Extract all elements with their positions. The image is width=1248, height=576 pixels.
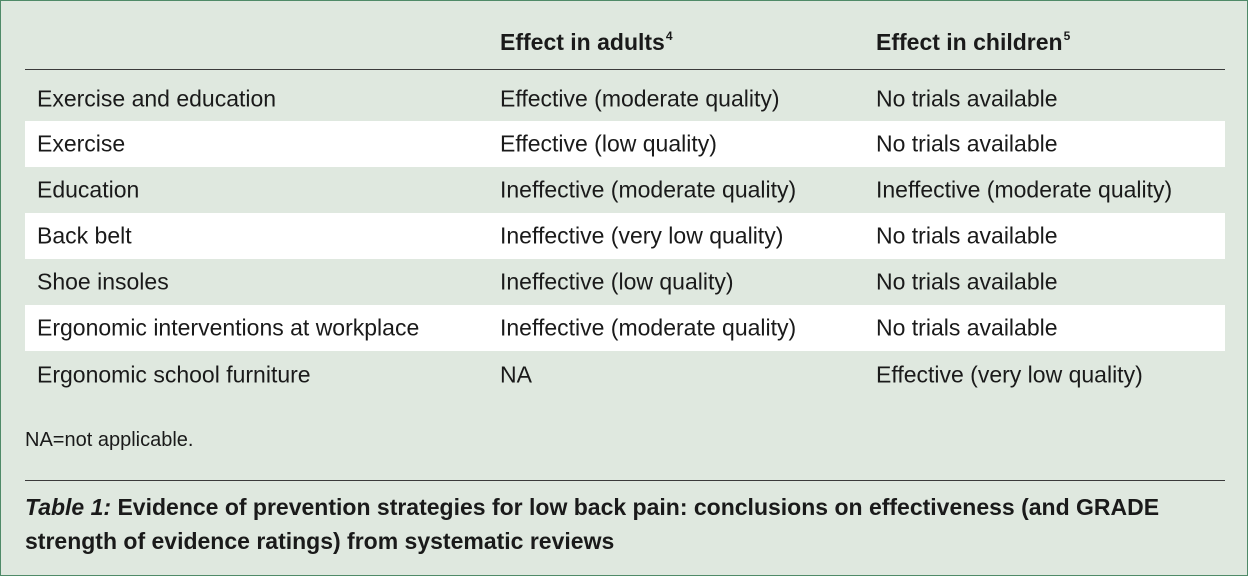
cell-strategy: Education	[37, 176, 140, 203]
cell-adults: Ineffective (moderate quality)	[500, 314, 797, 341]
table-row: Exercise and education Effective (modera…	[25, 76, 1225, 122]
cell-strategy: Ergonomic school furniture	[37, 361, 311, 388]
table-row: Shoe insoles Ineffective (low quality) N…	[25, 259, 1225, 305]
cell-adults: Ineffective (moderate quality)	[500, 176, 797, 203]
table-caption: Table 1: Evidence of prevention strategi…	[25, 490, 1225, 558]
cell-children: Ineffective (moderate quality)	[876, 176, 1173, 203]
cell-strategy: Back belt	[37, 222, 132, 249]
cell-strategy: Exercise	[37, 130, 126, 157]
cell-strategy: Ergonomic interventions at workplace	[37, 314, 420, 341]
cell-adults: Ineffective (very low quality)	[500, 222, 784, 249]
table-row: Back belt Ineffective (very low quality)…	[25, 213, 1225, 259]
cell-children: No trials available	[876, 85, 1058, 112]
caption-label: Table 1:	[25, 494, 112, 520]
cell-strategy: Exercise and education	[37, 85, 277, 112]
header-children: Effect in children5	[876, 29, 1070, 56]
table-row: Education Ineffective (moderate quality)…	[25, 167, 1225, 213]
cell-children: Effective (very low quality)	[876, 361, 1143, 388]
table-header: Effect in adults4 Effect in children5	[25, 23, 1225, 70]
cell-adults: Effective (low quality)	[500, 130, 717, 157]
header-children-label: Effect in children	[876, 29, 1063, 55]
table-row: Ergonomic school furniture NA Effective …	[25, 352, 1225, 398]
caption-text: Evidence of prevention strategies for lo…	[25, 494, 1160, 554]
cell-children: No trials available	[876, 222, 1058, 249]
header-children-ref: 5	[1063, 29, 1071, 43]
caption-divider	[25, 480, 1225, 481]
cell-strategy: Shoe insoles	[37, 268, 169, 295]
cell-adults: NA	[500, 361, 532, 388]
cell-children: No trials available	[876, 268, 1058, 295]
cell-adults: Effective (moderate quality)	[500, 85, 780, 112]
cell-children: No trials available	[876, 130, 1058, 157]
table-footnote: NA=not applicable.	[25, 429, 194, 451]
table-row: Ergonomic interventions at workplace Ine…	[25, 305, 1225, 351]
header-adults-label: Effect in adults	[500, 29, 665, 55]
table-row: Exercise Effective (low quality) No tria…	[25, 121, 1225, 167]
header-adults-ref: 4	[665, 29, 673, 43]
cell-children: No trials available	[876, 314, 1058, 341]
header-adults: Effect in adults4	[500, 29, 673, 56]
cell-adults: Ineffective (low quality)	[500, 268, 734, 295]
